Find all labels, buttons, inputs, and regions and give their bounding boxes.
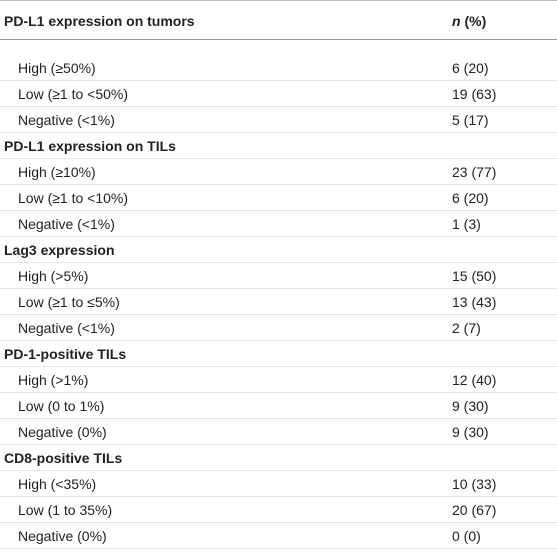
data-row: Low (1 to 35%) 20 (67) bbox=[0, 497, 557, 523]
row-label: Negative (<1%) bbox=[18, 216, 115, 232]
section-row: Lag3 expression bbox=[0, 237, 557, 263]
row-value: 23 (77) bbox=[452, 164, 497, 180]
section-row: PD-L1 expression on TILs bbox=[0, 133, 557, 159]
row-value: 15 (50) bbox=[452, 268, 497, 284]
row-value: 9 (30) bbox=[452, 424, 489, 440]
data-row: High (≥10%) 23 (77) bbox=[0, 159, 557, 185]
row-label: Negative (0%) bbox=[18, 424, 107, 440]
row-value: 12 (40) bbox=[452, 372, 497, 388]
row-value: 10 (33) bbox=[452, 476, 497, 492]
data-row: Negative (<1%) 2 (7) bbox=[0, 315, 557, 341]
row-value: 20 (67) bbox=[452, 502, 497, 518]
row-label: High (≥10%) bbox=[18, 164, 96, 180]
data-row: Low (≥1 to <10%) 6 (20) bbox=[0, 185, 557, 211]
data-row: Negative (0%) 9 (30) bbox=[0, 419, 557, 445]
data-row: Low (0 to 1%) 9 (30) bbox=[0, 393, 557, 419]
row-value: 6 (20) bbox=[452, 190, 489, 206]
row-label: Low (≥1 to ≤5%) bbox=[18, 294, 120, 310]
data-row: Low (≥1 to <50%) 19 (63) bbox=[0, 81, 557, 107]
row-value: 0 (0) bbox=[452, 528, 481, 544]
row-value: 2 (7) bbox=[452, 320, 481, 336]
row-label: Negative (<1%) bbox=[18, 112, 115, 128]
row-value: 9 (30) bbox=[452, 398, 489, 414]
data-row: Negative (<1%) 5 (17) bbox=[0, 107, 557, 133]
section-row: PD-1-positive TILs bbox=[0, 341, 557, 367]
header-column: n (%) bbox=[452, 1, 486, 41]
data-row: Negative (0%) 0 (0) bbox=[0, 523, 557, 549]
row-label: Low (≥1 to <10%) bbox=[18, 190, 129, 206]
data-row: High (≥50%) 6 (20) bbox=[0, 55, 557, 81]
n-symbol: n bbox=[452, 13, 461, 29]
unit: (%) bbox=[464, 13, 487, 29]
row-value: 6 (20) bbox=[452, 60, 489, 76]
data-row: Low (≥1 to ≤5%) 13 (43) bbox=[0, 289, 557, 315]
row-value: 5 (17) bbox=[452, 112, 489, 128]
row-label: High (<35%) bbox=[18, 476, 97, 492]
row-value: 19 (63) bbox=[452, 86, 497, 102]
section-row: CD8-positive TILs bbox=[0, 445, 557, 471]
section-title: Lag3 expression bbox=[4, 242, 115, 258]
section-title: CD8-positive TILs bbox=[4, 450, 123, 466]
row-value: 13 (43) bbox=[452, 294, 497, 310]
row-label: High (>5%) bbox=[18, 268, 89, 284]
row-label: Low (0 to 1%) bbox=[18, 398, 105, 414]
header-title: PD-L1 expression on tumors bbox=[4, 13, 195, 29]
row-label: High (>1%) bbox=[18, 372, 89, 388]
data-row: High (>5%) 15 (50) bbox=[0, 263, 557, 289]
data-row: Negative (<1%) 1 (3) bbox=[0, 211, 557, 237]
section-title: PD-1-positive TILs bbox=[4, 346, 127, 362]
row-label: Negative (0%) bbox=[18, 528, 107, 544]
row-label: Low (1 to 35%) bbox=[18, 502, 113, 518]
data-row: High (>1%) 12 (40) bbox=[0, 367, 557, 393]
data-row: High (<35%) 10 (33) bbox=[0, 471, 557, 497]
row-label: Negative (<1%) bbox=[18, 320, 115, 336]
row-value: 1 (3) bbox=[452, 216, 481, 232]
row-label: Low (≥1 to <50%) bbox=[18, 86, 129, 102]
header-row: PD-L1 expression on tumors n (%) bbox=[0, 0, 557, 40]
row-label: High (≥50%) bbox=[18, 60, 96, 76]
section-title: PD-L1 expression on TILs bbox=[4, 138, 176, 154]
